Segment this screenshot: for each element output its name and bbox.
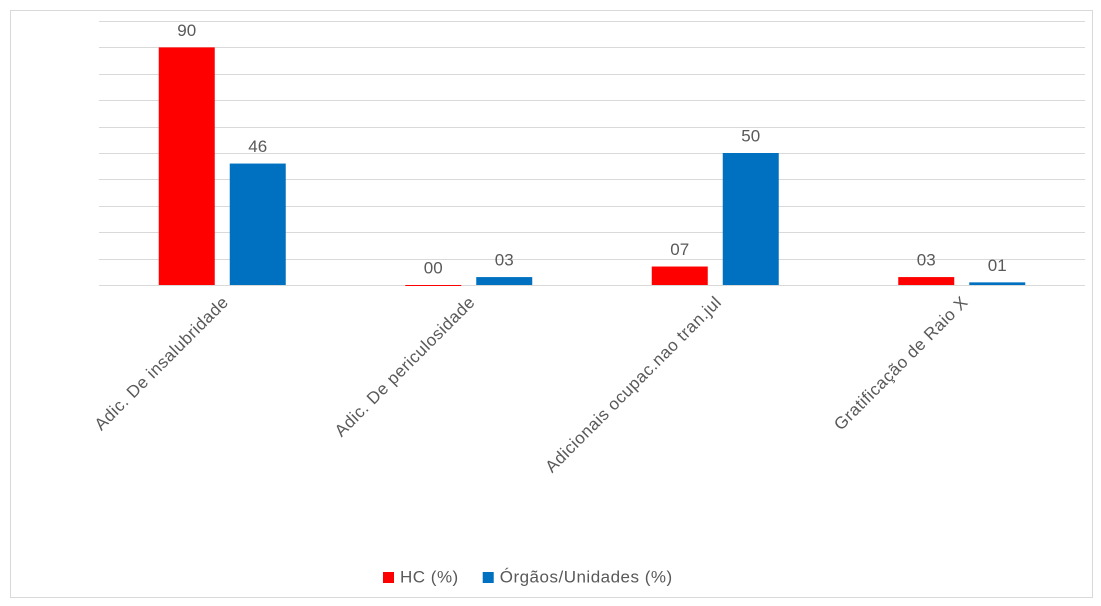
- legend-label: HC (%): [400, 567, 459, 586]
- data-label: 50: [741, 126, 760, 145]
- bar: [722, 153, 779, 285]
- legend-swatch: [482, 572, 494, 583]
- bar: [651, 266, 708, 285]
- data-label: 03: [917, 251, 936, 270]
- legend-label: Órgãos/Unidades (%): [500, 567, 673, 586]
- bar: [898, 277, 955, 285]
- data-label: 03: [495, 251, 514, 270]
- bar: [158, 47, 215, 286]
- bar: [476, 277, 533, 285]
- data-label: 00: [424, 258, 443, 277]
- bar: [405, 285, 462, 286]
- data-label: 07: [670, 240, 689, 259]
- data-label: 90: [177, 21, 196, 40]
- bar: [969, 282, 1026, 285]
- bar: [229, 163, 286, 285]
- data-label: 01: [988, 256, 1007, 275]
- legend-swatch: [383, 572, 394, 583]
- data-label: 46: [248, 137, 267, 156]
